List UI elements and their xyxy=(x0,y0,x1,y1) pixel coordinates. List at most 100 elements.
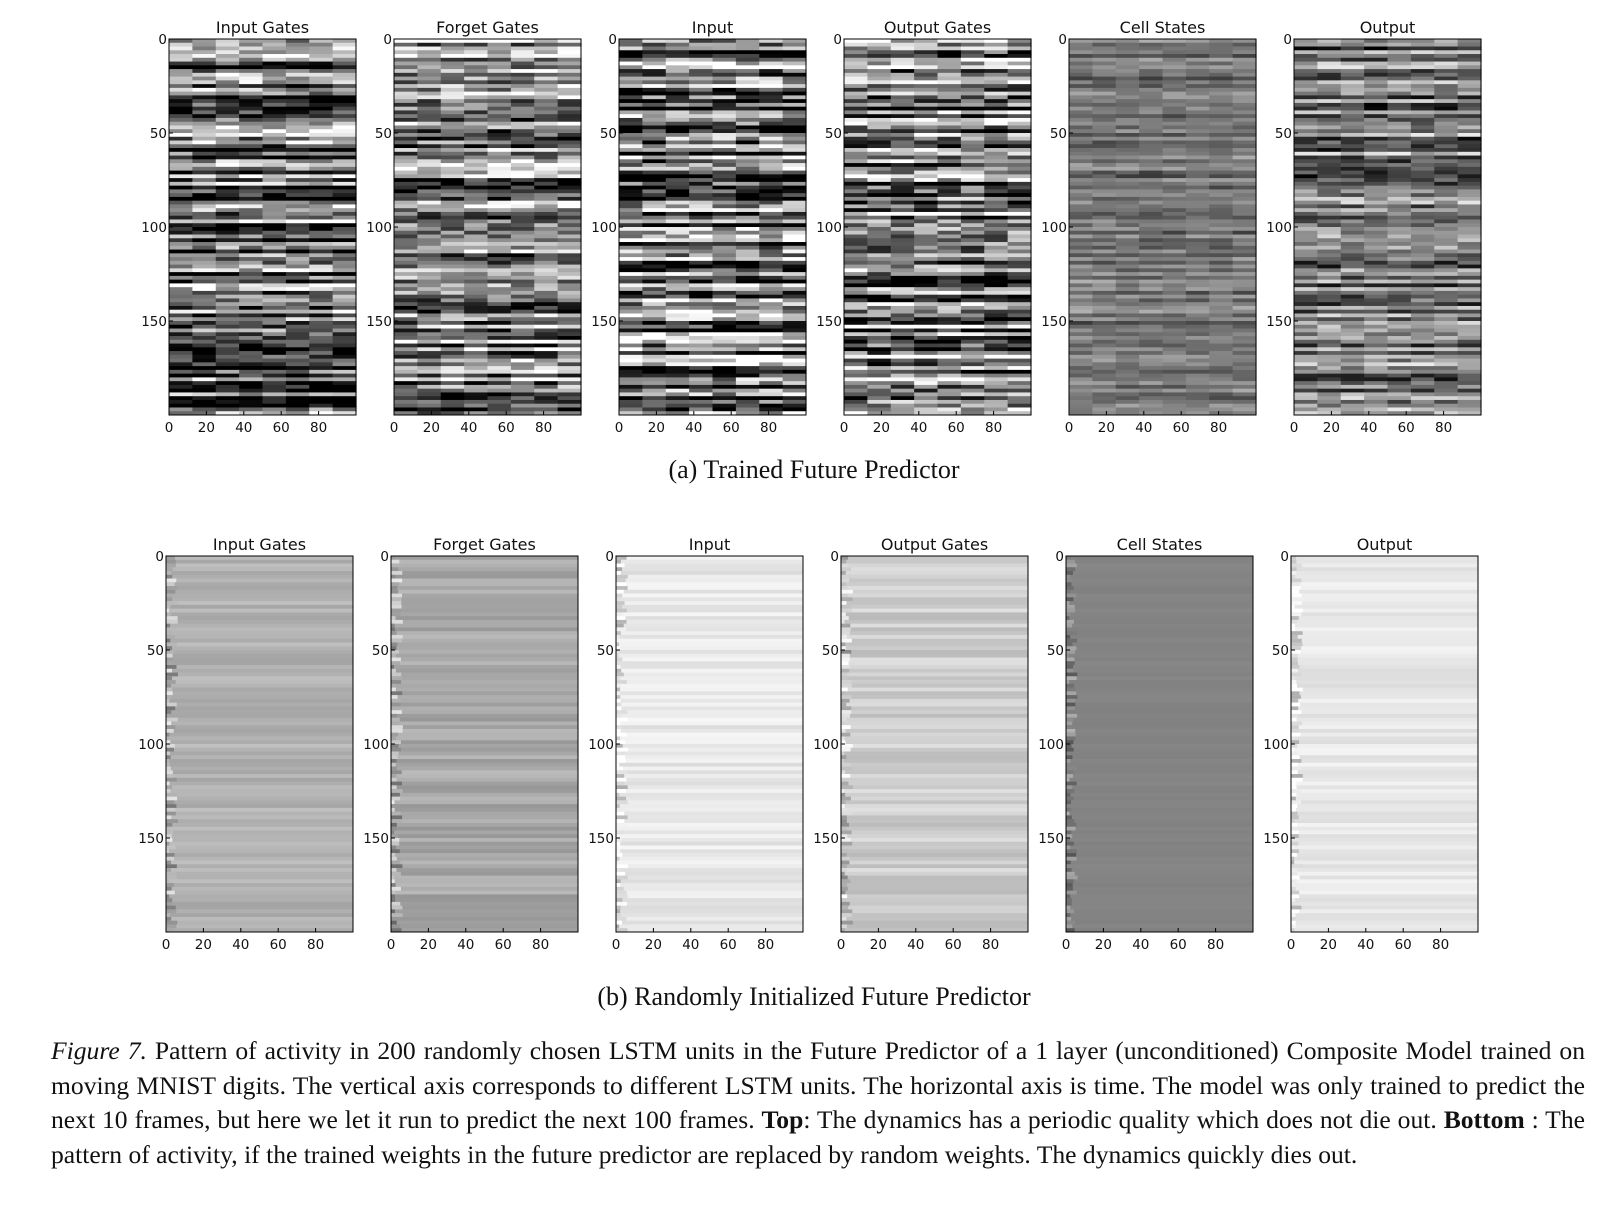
heatmap-cell xyxy=(1340,76,1365,81)
heatmap-cell xyxy=(867,208,892,213)
heatmap-cell xyxy=(262,174,287,179)
heatmap-cell xyxy=(440,275,465,281)
heatmap-cell xyxy=(440,362,465,367)
heatmap-cell xyxy=(487,193,512,198)
heatmap-cell xyxy=(735,332,760,337)
heatmap-cell xyxy=(1340,99,1365,104)
heatmap-cell xyxy=(890,328,915,333)
heatmap-cell xyxy=(332,223,357,228)
heatmap-cell xyxy=(665,377,690,382)
heatmap-cell xyxy=(782,234,807,239)
heatmap-cell xyxy=(1092,76,1117,81)
heatmap-cell xyxy=(1209,54,1234,59)
heatmap-cell xyxy=(239,163,264,168)
heatmap-cell xyxy=(192,283,217,288)
heatmap-cell xyxy=(487,125,512,130)
heatmap-cell xyxy=(440,129,465,134)
heatmap-cell xyxy=(642,264,667,269)
heatmap-cell xyxy=(1139,272,1164,277)
heatmap-cell xyxy=(1185,50,1210,55)
y-tick-label: 100 xyxy=(1266,220,1292,236)
heatmap-cell xyxy=(735,302,760,307)
heatmap-cell xyxy=(1185,343,1210,348)
heatmap-cell xyxy=(1185,65,1210,70)
heatmap-cell xyxy=(1232,219,1257,224)
heatmap-cell xyxy=(844,193,868,198)
heatmap-cell xyxy=(1317,196,1342,202)
heatmap-cell xyxy=(642,140,667,145)
heatmap-cell xyxy=(1185,223,1210,228)
heatmap-cell xyxy=(712,396,737,401)
heatmap-cell xyxy=(735,170,760,175)
heatmap-cell xyxy=(1317,76,1342,81)
heatmap-cell xyxy=(1069,249,1093,254)
heatmap-cell xyxy=(1232,287,1257,292)
heatmap-cell xyxy=(464,298,489,303)
heatmap-cell xyxy=(239,249,264,254)
heatmap-cell xyxy=(619,65,643,70)
heatmap-cell xyxy=(735,260,760,265)
heatmap-cell xyxy=(1185,242,1210,247)
heatmap-cell xyxy=(960,148,985,153)
heatmap-cell xyxy=(417,84,442,89)
heatmap-cell xyxy=(689,294,714,299)
heatmap-cell xyxy=(1115,411,1140,416)
heatmap-cell xyxy=(890,193,915,198)
heatmap-cell xyxy=(1139,65,1164,70)
heatmap-cell xyxy=(1387,215,1412,220)
heatmap-cell xyxy=(534,125,559,130)
heatmap-cell xyxy=(735,117,760,123)
heatmap-cell xyxy=(937,129,962,134)
heatmap-cell xyxy=(1209,238,1234,243)
heatmap-cell xyxy=(1364,358,1389,363)
heatmap-cell xyxy=(1232,170,1257,175)
heatmap-cell xyxy=(262,106,287,111)
heatmap-cell xyxy=(1340,313,1365,318)
heatmap-cell xyxy=(262,181,287,187)
heatmap-cell xyxy=(1232,76,1257,81)
heatmap-cell xyxy=(1434,136,1459,141)
heatmap-cell xyxy=(1185,174,1210,179)
heatmap-cell xyxy=(557,95,582,100)
heatmap-cell xyxy=(394,211,418,217)
heatmap-cell xyxy=(914,313,939,318)
heatmap-cell xyxy=(914,238,939,243)
heatmap-cell xyxy=(534,189,559,194)
heatmap-cell xyxy=(192,125,217,130)
heatmap-cell xyxy=(192,208,217,213)
heatmap-cell xyxy=(262,275,287,281)
heatmap-cell xyxy=(534,339,559,344)
heatmap-cell xyxy=(239,305,264,311)
heatmap-cell xyxy=(712,351,737,356)
heatmap-transient xyxy=(166,665,177,670)
heatmap-cell xyxy=(1209,144,1234,149)
heatmap-cell xyxy=(1092,358,1117,363)
heatmap-cell xyxy=(239,159,264,164)
heatmap-cell xyxy=(557,392,582,397)
heatmap-cell xyxy=(867,151,892,156)
heatmap-cell xyxy=(1092,227,1117,232)
heatmap-cell xyxy=(759,159,784,164)
heatmap-cell xyxy=(1387,144,1412,149)
heatmap-cell xyxy=(487,249,512,254)
heatmap-cell xyxy=(867,253,892,258)
heatmap-cell xyxy=(1069,384,1093,390)
x-tick-label: 20 xyxy=(1098,420,1115,436)
heatmap-cell xyxy=(1007,230,1032,235)
heatmap-cell xyxy=(464,238,489,243)
heatmap-cell xyxy=(464,148,489,153)
heatmap-cell xyxy=(867,72,892,77)
heatmap-cell xyxy=(487,407,512,412)
heatmap-cell xyxy=(487,133,512,138)
heatmap-cell xyxy=(417,377,442,382)
heatmap-cell xyxy=(759,332,784,337)
heatmap-cell xyxy=(642,392,667,397)
heatmap-cell xyxy=(1139,95,1164,100)
heatmap-cell xyxy=(619,290,643,296)
heatmap-cell xyxy=(960,54,985,59)
heatmap-cell xyxy=(1232,106,1257,111)
heatmap-cell xyxy=(285,200,310,205)
heatmap-cell xyxy=(759,227,784,232)
heatmap-cell xyxy=(1209,351,1234,356)
